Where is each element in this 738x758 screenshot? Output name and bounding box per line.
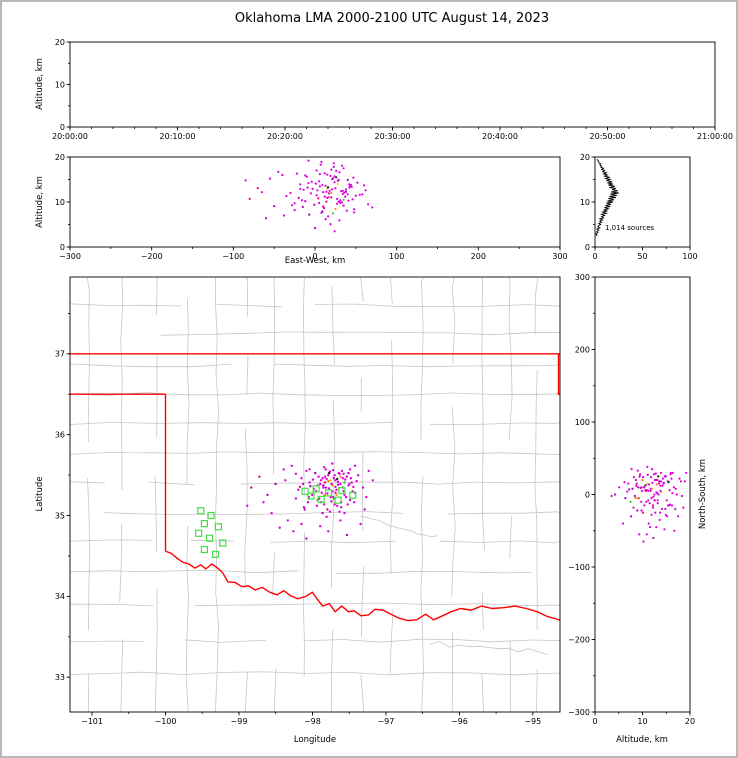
map-ticks xyxy=(66,312,534,716)
time-panel-border xyxy=(69,41,716,128)
svg-text:−200: −200 xyxy=(568,635,590,644)
svg-text:20:50:00: 20:50:00 xyxy=(590,132,626,141)
time-tick-labels: 20:00:00 20:10:00 20:20:00 20:30:00 20:40:00… xyxy=(52,38,733,141)
svg-text:37: 37 xyxy=(55,350,65,359)
ew-panel-xlabel: East-West, km xyxy=(284,256,346,266)
svg-text:−300: −300 xyxy=(568,708,590,717)
svg-text:100: 100 xyxy=(682,252,697,261)
svg-text:−101: −101 xyxy=(81,717,103,726)
time-ticks xyxy=(66,41,716,131)
east-west-ticks xyxy=(66,156,561,251)
svg-text:10: 10 xyxy=(55,198,65,207)
svg-text:0: 0 xyxy=(60,123,65,132)
svg-text:300: 300 xyxy=(552,252,567,261)
svg-text:−95: −95 xyxy=(524,717,541,726)
map-tick-labels: −101 −100 −99 −98 −97 −96 −95 33 34 35 36 37 xyxy=(55,350,541,726)
ns-panel-ylabel: North-South, km xyxy=(698,458,708,530)
svg-text:100: 100 xyxy=(389,252,404,261)
ew-panel-ylabel: Altitude, km xyxy=(35,176,45,228)
svg-text:36: 36 xyxy=(55,431,65,440)
histogram-tick-labels: 0 50 100 0 10 20 xyxy=(580,153,698,261)
svg-text:300: 300 xyxy=(575,273,590,282)
svg-text:200: 200 xyxy=(471,252,486,261)
map-panel-border xyxy=(69,276,561,713)
north-south-tick-labels: 0 10 20 −300 −200 −100 0 100 200 300 xyxy=(568,273,695,726)
svg-text:35: 35 xyxy=(55,511,65,520)
svg-text:−97: −97 xyxy=(377,717,394,726)
histogram-panel-border xyxy=(594,156,691,248)
svg-text:−99: −99 xyxy=(231,717,248,726)
svg-text:20:10:00: 20:10:00 xyxy=(160,132,196,141)
svg-text:−200: −200 xyxy=(141,252,163,261)
svg-text:34: 34 xyxy=(55,592,65,601)
source-count-label: 1,014 sources xyxy=(605,224,655,232)
ns-source-points xyxy=(610,465,688,543)
svg-text:21:00:00: 21:00:00 xyxy=(697,132,733,141)
ew-source-points xyxy=(244,159,374,233)
east-west-panel-border xyxy=(69,156,561,248)
svg-text:20:00:00: 20:00:00 xyxy=(52,132,88,141)
ns-panel-xlabel: Altitude, km xyxy=(616,735,668,745)
north-south-panel-border xyxy=(594,276,691,713)
svg-text:−100: −100 xyxy=(222,252,244,261)
svg-text:20:40:00: 20:40:00 xyxy=(482,132,518,141)
map-source-points xyxy=(246,462,374,540)
svg-text:50: 50 xyxy=(637,252,647,261)
east-west-tick-labels: −300 −200 −100 0 100 200 300 0 10 20 xyxy=(55,153,568,261)
svg-text:0: 0 xyxy=(585,490,590,499)
svg-text:20: 20 xyxy=(685,717,695,726)
svg-text:0: 0 xyxy=(592,717,597,726)
state-boundary xyxy=(70,353,560,622)
time-panel-ylabel: Altitude, km xyxy=(35,58,45,110)
svg-text:−100: −100 xyxy=(155,717,177,726)
svg-text:20:20:00: 20:20:00 xyxy=(267,132,303,141)
svg-text:−96: −96 xyxy=(451,717,468,726)
svg-text:10: 10 xyxy=(637,717,647,726)
map-xlabel: Longitude xyxy=(293,735,337,745)
county-boundaries xyxy=(70,277,560,712)
svg-text:0: 0 xyxy=(592,252,597,261)
svg-text:0: 0 xyxy=(60,243,65,252)
lma-station-markers xyxy=(195,485,357,558)
map-ylabel: Latitude xyxy=(35,476,45,512)
svg-text:−98: −98 xyxy=(304,717,321,726)
svg-text:10: 10 xyxy=(55,80,65,89)
svg-text:−300: −300 xyxy=(59,252,81,261)
svg-text:10: 10 xyxy=(580,198,590,207)
svg-text:−100: −100 xyxy=(568,563,590,572)
svg-text:20:30:00: 20:30:00 xyxy=(375,132,411,141)
svg-text:0: 0 xyxy=(585,243,590,252)
svg-text:200: 200 xyxy=(575,345,590,354)
svg-text:20: 20 xyxy=(580,153,590,162)
histogram-ticks xyxy=(591,156,691,251)
svg-text:33: 33 xyxy=(55,673,65,682)
svg-text:20: 20 xyxy=(55,153,65,162)
svg-text:100: 100 xyxy=(575,418,590,427)
north-south-ticks xyxy=(591,276,691,716)
svg-text:20: 20 xyxy=(55,38,65,47)
chart-title: Oklahoma LMA 2000-2100 UTC August 14, 20… xyxy=(234,11,550,26)
altitude-histogram-line xyxy=(595,158,619,237)
svg-text:0: 0 xyxy=(312,252,317,261)
